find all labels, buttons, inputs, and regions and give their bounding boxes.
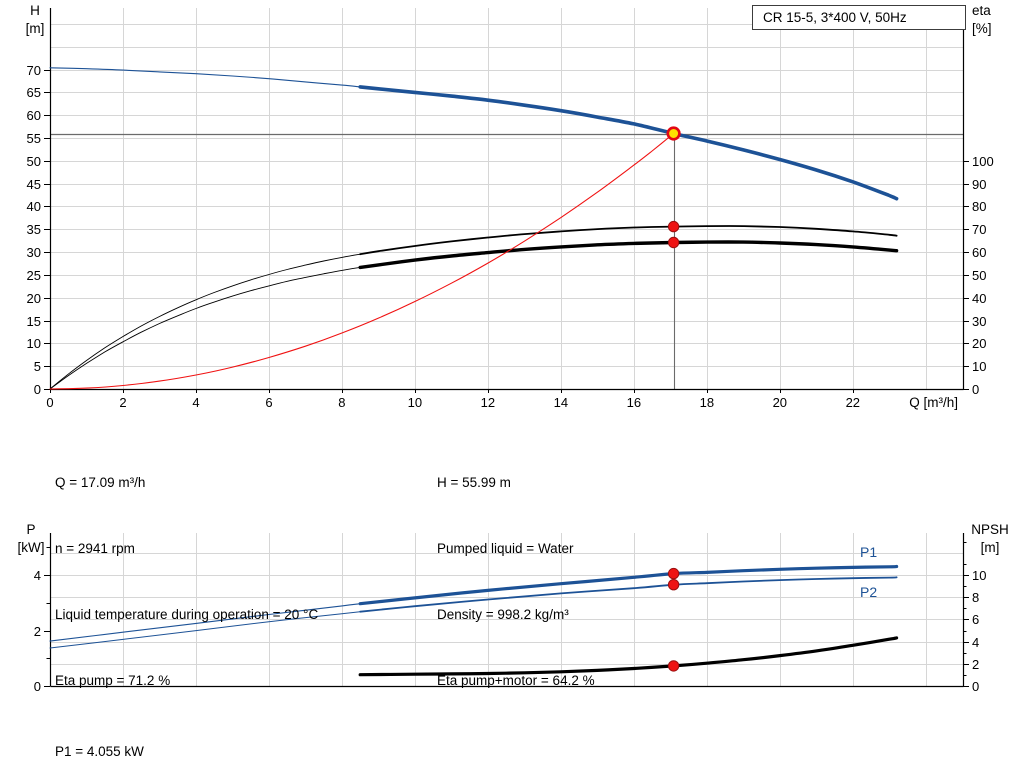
result-info-block: P1 = 4.055 kW P2 = 3.654 kW NPSH = 1.81 … — [55, 697, 149, 781]
tick-label-left: 20 — [27, 291, 41, 306]
eta-axis-label: eta [%] — [972, 2, 1018, 37]
tick-label-left: 65 — [27, 85, 41, 100]
eta-pump-curve-thin — [49, 253, 361, 390]
duty-info-right-column: H = 55.99 m Pumped liquid = Water Densit… — [437, 428, 595, 736]
head-curve — [358, 85, 899, 201]
eta-pump-motor-curve-thin — [49, 266, 361, 390]
eta-pump-marker — [667, 220, 680, 233]
tick-label-x: 10 — [408, 395, 422, 410]
tick-label-right: 10 — [972, 359, 986, 374]
tick-label-x: 22 — [846, 395, 860, 410]
pump-type-box: CR 15-5, 3*400 V, 50Hz — [752, 5, 966, 30]
tick-label-left: 40 — [27, 199, 41, 214]
tick-label-right: 70 — [972, 222, 986, 237]
tick-label-left: 2 — [34, 624, 41, 639]
head-axis-label: H [m] — [20, 2, 50, 37]
p2-curve-label: P2 — [860, 584, 877, 600]
tick-label-x: 16 — [627, 395, 641, 410]
p1-curve — [358, 564, 899, 606]
tick-label-x: 8 — [338, 395, 345, 410]
info-flow: Q = 17.09 m³/h — [55, 475, 146, 490]
tick-label-right: 40 — [972, 291, 986, 306]
info-density: Density = 998.2 kg/m³ — [437, 607, 569, 622]
p1-marker — [667, 567, 680, 580]
info-speed: n = 2941 rpm — [55, 541, 135, 556]
head-curve-thin — [49, 67, 361, 88]
tick-label-left: 45 — [27, 177, 41, 192]
tick-label-x: 20 — [773, 395, 787, 410]
tick-label-right: 0 — [972, 382, 979, 397]
npsh-curve — [358, 636, 899, 677]
npsh-marker — [667, 660, 680, 672]
p2-curve — [359, 576, 898, 613]
tick-label-right: 50 — [972, 268, 986, 283]
p2-curve-thin — [49, 611, 361, 649]
eta-pump-motor-marker — [667, 236, 680, 249]
p1-curve-label: P1 — [860, 544, 877, 560]
npsh-axis-symbol: NPSH — [971, 522, 1009, 537]
info-p1: P1 = 4.055 kW — [55, 744, 144, 759]
x-axis-title: Q [m³/h] — [909, 395, 958, 410]
tick-label-left: 15 — [27, 314, 41, 329]
info-pumped-liquid: Pumped liquid = Water — [437, 541, 574, 556]
head-axis-symbol: H — [30, 3, 40, 18]
npsh-axis-unit: [m] — [980, 539, 1000, 555]
tick-label-right: 10 — [972, 568, 986, 583]
tick-label-right: 100 — [972, 154, 994, 169]
tick-label-right: 20 — [972, 336, 986, 351]
tick-label-right: 80 — [972, 199, 986, 214]
tick-label-right: 4 — [972, 635, 979, 650]
eta-pump-curve — [359, 225, 898, 256]
eta-axis-unit: [%] — [972, 20, 992, 36]
pump-type-label: CR 15-5, 3*400 V, 50Hz — [763, 10, 907, 25]
duty-info-left-column: Q = 17.09 m³/h n = 2941 rpm Liquid tempe… — [55, 428, 318, 736]
eta-axis-symbol: eta — [972, 3, 991, 18]
tick-label-left: 30 — [27, 245, 41, 260]
tick-label-left: 10 — [27, 336, 41, 351]
tick-label-x: 12 — [481, 395, 495, 410]
tick-label-right: 90 — [972, 177, 986, 192]
tick-label-left: 25 — [27, 268, 41, 283]
tick-label-left: 50 — [27, 154, 41, 169]
info-liquid-temperature: Liquid temperature during operation = 20… — [55, 607, 319, 622]
power-axis-label: P [kW] — [8, 521, 54, 556]
tick-label-right: 6 — [972, 612, 979, 627]
info-head: H = 55.99 m — [437, 475, 511, 490]
duty-point[interactable] — [666, 126, 681, 141]
head-axis-unit: [m] — [25, 20, 45, 36]
tick-label-x: 6 — [265, 395, 272, 410]
tick-label-right: 60 — [972, 245, 986, 260]
tick-label-left: 0 — [34, 382, 41, 397]
info-eta-pump-motor: Eta pump+motor = 64.2 % — [437, 673, 595, 688]
tick-label-left: 60 — [27, 108, 41, 123]
tick-label-left: 0 — [34, 679, 41, 694]
npsh-axis-label: NPSH [m] — [962, 521, 1018, 556]
tick-label-right: 0 — [972, 679, 979, 694]
p2-marker — [667, 579, 680, 591]
power-axis-unit: [kW] — [17, 539, 45, 555]
tick-label-left: 70 — [27, 63, 41, 78]
tick-label-left: 4 — [34, 568, 41, 583]
tick-label-right: 2 — [972, 657, 979, 672]
tick-label-left: 35 — [27, 222, 41, 237]
info-eta-pump: Eta pump = 71.2 % — [55, 673, 171, 688]
tick-label-right: 30 — [972, 314, 986, 329]
system-curve — [49, 132, 675, 390]
tick-label-x: 2 — [119, 395, 126, 410]
tick-label-x: 0 — [46, 395, 53, 410]
tick-label-x: 4 — [192, 395, 199, 410]
p1-curve-thin — [49, 603, 361, 642]
tick-label-left: 5 — [34, 359, 41, 374]
tick-label-left: 55 — [27, 131, 41, 146]
power-axis-symbol: P — [26, 522, 36, 537]
tick-label-x: 18 — [700, 395, 714, 410]
tick-label-right: 8 — [972, 590, 979, 605]
tick-label-x: 14 — [554, 395, 568, 410]
eta-pump-motor-curve — [358, 240, 899, 270]
